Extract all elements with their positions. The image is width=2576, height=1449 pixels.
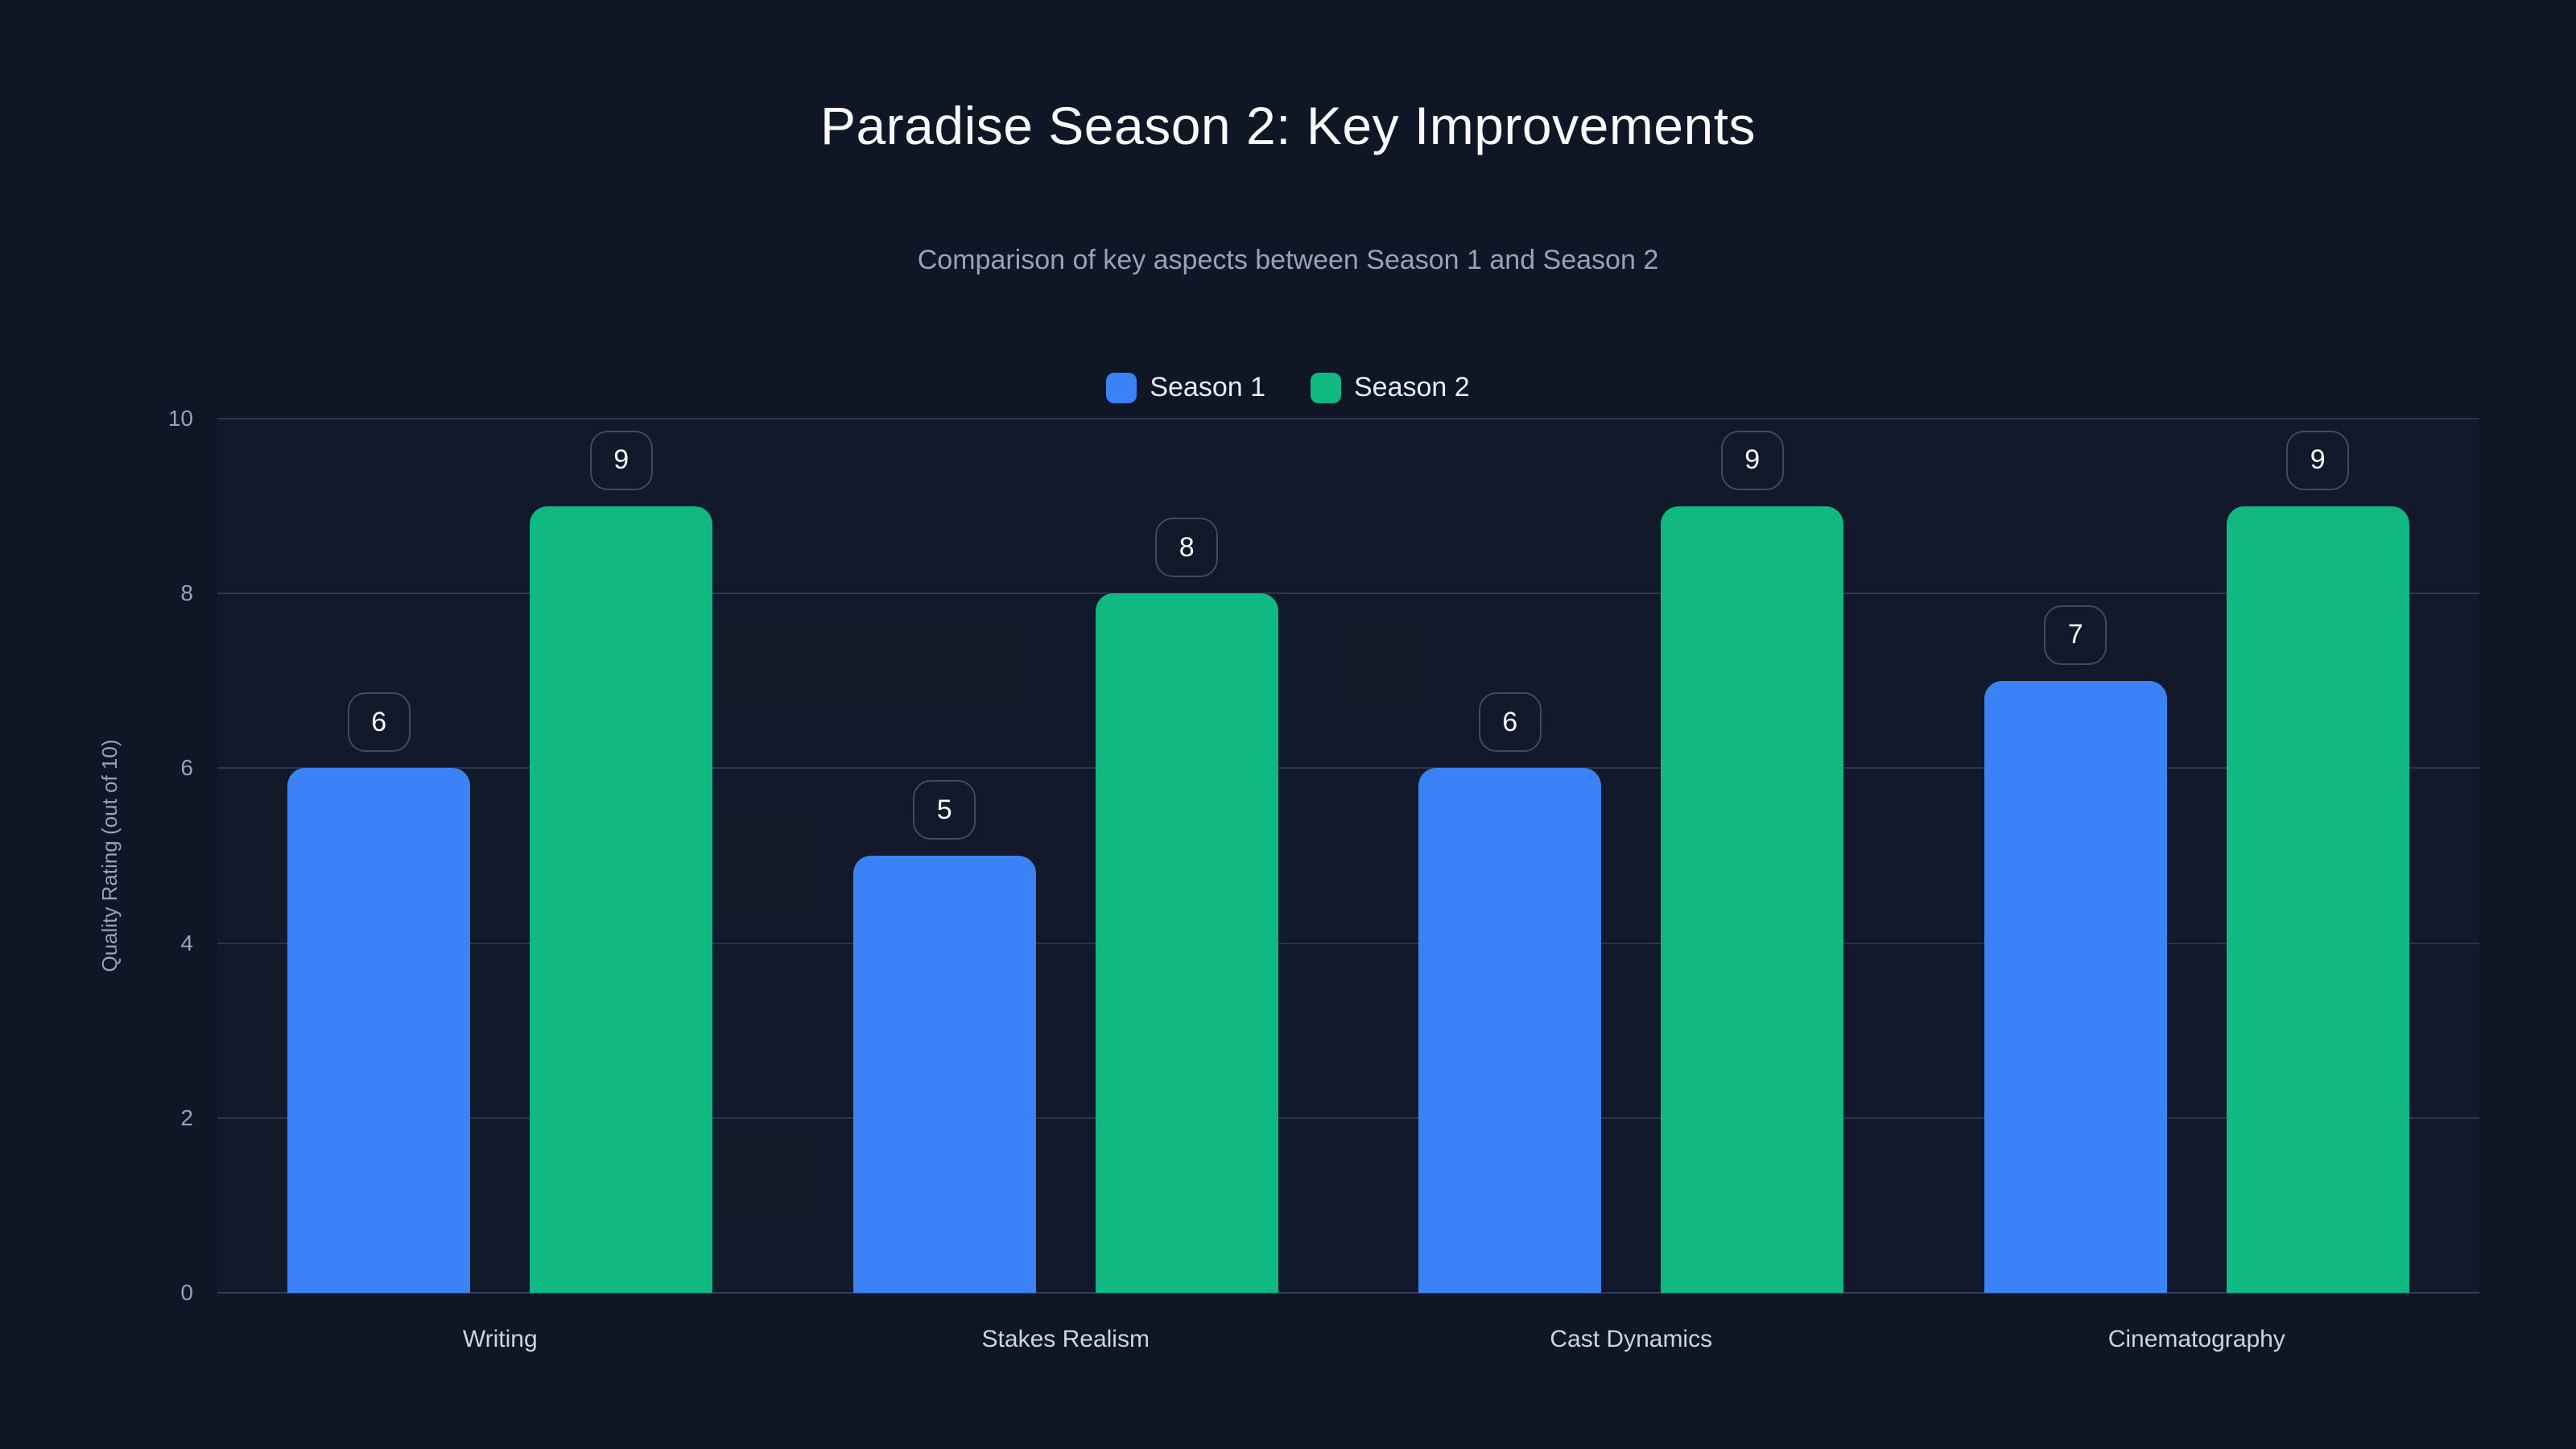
x-axis-label-writing: Writing bbox=[462, 1326, 538, 1352]
legend-item-season-2[interactable]: Season 2 bbox=[1311, 372, 1470, 403]
bar-season-2-cinematography[interactable] bbox=[2226, 506, 2409, 1293]
y-tick-label-6: 6 bbox=[180, 755, 193, 781]
bar-season-1-writing[interactable] bbox=[287, 768, 471, 1293]
y-tick-label-2: 2 bbox=[180, 1104, 193, 1130]
gridline-y-10 bbox=[217, 418, 2479, 419]
chart-subtitle: Comparison of key aspects between Season… bbox=[917, 245, 1659, 275]
bar-season-2-stakes-realism[interactable] bbox=[1095, 593, 1278, 1293]
legend-label-season-1: Season 1 bbox=[1150, 372, 1265, 402]
gridline-y-2 bbox=[217, 1117, 2479, 1119]
gridline-y-8 bbox=[217, 592, 2479, 595]
y-tick-label-10: 10 bbox=[167, 406, 193, 431]
y-axis-title: Quality Rating (out of 10) bbox=[97, 739, 122, 972]
plot-area: 6 9 Writing 5 8 Stakes Realism 6 9 Cast Dynamics… bbox=[217, 418, 2479, 1352]
bar-season-1-stakes-realism[interactable] bbox=[852, 856, 1036, 1293]
bar-season-2-cast-dynamics[interactable] bbox=[1661, 506, 1844, 1293]
value-badge-season-2-writing: 9 bbox=[589, 430, 653, 490]
gridline-y-0 bbox=[217, 1292, 2479, 1294]
legend-item-season-1[interactable]: Season 1 bbox=[1106, 372, 1265, 403]
y-tick-label-4: 4 bbox=[180, 930, 193, 956]
value-badge-season-1-cinematography: 7 bbox=[2044, 605, 2107, 665]
value-badge-season-1-writing: 6 bbox=[347, 692, 411, 753]
legend-swatch-season-2-icon bbox=[1311, 372, 1341, 403]
bar-season-1-cast-dynamics[interactable] bbox=[1418, 768, 1602, 1293]
x-axis-label-cinematography: Cinematography bbox=[2107, 1326, 2285, 1352]
value-badge-season-2-cinematography: 9 bbox=[2286, 430, 2350, 490]
x-axis-label-stakes-realism: Stakes Realism bbox=[981, 1326, 1150, 1352]
chart-title: Paradise Season 2: Key Improvements bbox=[819, 96, 1757, 155]
value-badge-season-1-stakes-realism: 5 bbox=[913, 780, 976, 840]
value-badge-season-1-cast-dynamics: 6 bbox=[1478, 692, 1542, 753]
bar-season-1-cinematography[interactable] bbox=[1984, 680, 2167, 1293]
y-tick-label-8: 8 bbox=[180, 580, 193, 606]
gridline-y-6 bbox=[217, 767, 2479, 770]
x-axis-label-cast-dynamics: Cast Dynamics bbox=[1550, 1326, 1713, 1352]
bar-season-2-writing[interactable] bbox=[530, 506, 713, 1293]
value-badge-season-2-stakes-realism: 8 bbox=[1155, 518, 1219, 578]
y-tick-label-0: 0 bbox=[180, 1280, 193, 1305]
legend-label-season-2: Season 2 bbox=[1354, 372, 1470, 402]
gridline-y-4 bbox=[217, 942, 2479, 944]
value-badge-season-2-cast-dynamics: 9 bbox=[1720, 430, 1784, 490]
legend-swatch-season-1-icon bbox=[1106, 372, 1137, 403]
legend: Season 1 Season 2 bbox=[0, 372, 2576, 403]
